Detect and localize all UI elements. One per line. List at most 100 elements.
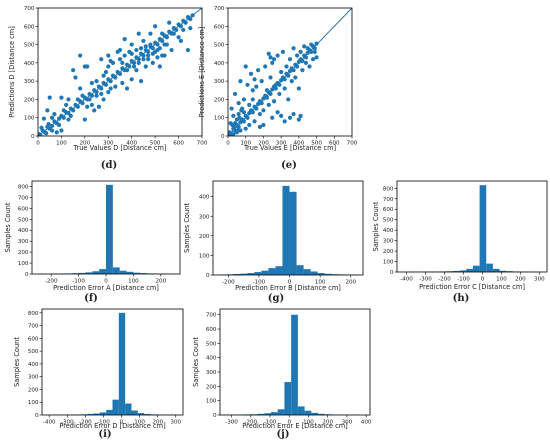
y-tick-label: 200 bbox=[383, 249, 394, 255]
histogram-bar bbox=[284, 382, 292, 415]
scatter-point bbox=[284, 64, 289, 69]
scatter-point bbox=[106, 64, 111, 69]
x-tick-label: 100 bbox=[240, 141, 251, 147]
histogram-bar bbox=[140, 273, 148, 274]
y-tick-label: 200 bbox=[28, 387, 39, 393]
panel-label: (e) bbox=[281, 160, 297, 171]
x-tick-label: -400 bbox=[400, 277, 413, 283]
histogram-bar bbox=[119, 270, 127, 274]
scatter-point bbox=[176, 35, 181, 40]
scatter-point bbox=[312, 49, 317, 54]
histogram-bar bbox=[459, 270, 467, 272]
y-tick-label: 0 bbox=[31, 134, 35, 140]
histogram-bar bbox=[466, 268, 473, 272]
scatter-point bbox=[120, 80, 125, 86]
y-axis-label: Samples Count bbox=[13, 337, 21, 387]
x-tick-label: -300 bbox=[61, 420, 74, 426]
y-axis-label: Samples Count bbox=[183, 203, 191, 253]
x-tick-label: 200 bbox=[152, 420, 163, 426]
x-tick-label: -200 bbox=[438, 277, 451, 283]
scatter-point bbox=[92, 108, 97, 113]
scatter-point bbox=[293, 75, 298, 80]
scatter-point bbox=[87, 97, 92, 102]
scatter-point bbox=[178, 38, 184, 44]
chart-panel-g: -200 -100 0 100 200 0 100 200 300 400 Prediction E… bbox=[183, 180, 364, 304]
scatter-point bbox=[302, 44, 307, 49]
x-tick-label: -200 bbox=[222, 280, 235, 286]
chart-panel-e: 0 100 200 300 400 500 600 700 0 100 200 300 400 500 60… bbox=[198, 6, 358, 171]
scatter-point bbox=[148, 31, 153, 36]
scatter-point bbox=[99, 57, 104, 62]
scatter-point bbox=[155, 55, 160, 60]
scatter-point bbox=[282, 86, 287, 91]
y-tick-label: 0 bbox=[206, 273, 210, 279]
scatter-point bbox=[261, 108, 266, 113]
panel-label: (h) bbox=[453, 293, 470, 304]
histogram-bar bbox=[99, 269, 106, 274]
y-tick-label: 300 bbox=[18, 239, 29, 245]
scatter-point bbox=[229, 106, 234, 111]
scatter-point bbox=[56, 122, 62, 128]
scatter-point bbox=[298, 113, 303, 118]
plot-area-d bbox=[38, 8, 202, 136]
y-tick-label: 700 bbox=[383, 197, 394, 203]
y-tick-label: 500 bbox=[206, 341, 217, 347]
histogram-bar bbox=[453, 270, 460, 272]
histogram-bar bbox=[240, 273, 248, 275]
scatter-point bbox=[120, 60, 125, 65]
x-tick-label: 400 bbox=[361, 420, 372, 426]
histogram-bar bbox=[93, 413, 100, 415]
panel-label: (d) bbox=[101, 160, 117, 171]
scatter-point bbox=[248, 71, 254, 76]
chart-panel-j: -300 -200 -100 0 100 200 300 400 0 100 200 300 400 50… bbox=[192, 308, 372, 440]
scatter-point bbox=[66, 97, 71, 102]
axes-frame-j bbox=[219, 308, 371, 416]
x-axis-label: Prediction Error D [Distance cm] bbox=[59, 422, 165, 430]
y-tick-label: 600 bbox=[214, 24, 225, 30]
y-tick-label: 100 bbox=[214, 116, 225, 122]
histogram-bar bbox=[486, 263, 493, 272]
scatter-point bbox=[64, 102, 69, 108]
scatter-point bbox=[160, 53, 165, 58]
histogram-bar bbox=[261, 270, 269, 275]
scatter-point bbox=[236, 100, 241, 106]
y-tick-label: 100 bbox=[18, 261, 29, 267]
y-tick-label: 600 bbox=[206, 327, 217, 333]
axes-frame-e bbox=[227, 7, 353, 137]
scatter-point bbox=[243, 126, 248, 131]
scatter-point bbox=[280, 49, 286, 54]
x-tick-label: 100 bbox=[134, 420, 145, 426]
histogram-bar bbox=[233, 274, 241, 275]
histogram-bar bbox=[270, 412, 278, 415]
histogram-bar bbox=[296, 265, 304, 275]
histogram-bar bbox=[144, 413, 151, 415]
scatter-point bbox=[141, 38, 146, 44]
scatter-point bbox=[108, 86, 113, 91]
plot-area-e bbox=[228, 8, 352, 136]
plot-area-h bbox=[406, 185, 540, 272]
x-tick-label: 0 bbox=[36, 141, 40, 147]
histogram-bar bbox=[310, 271, 318, 275]
histogram-bar bbox=[78, 272, 86, 274]
y-tick-label: 200 bbox=[214, 97, 225, 103]
scatter-point bbox=[143, 64, 148, 69]
scatter-point bbox=[257, 124, 262, 129]
histogram-bar bbox=[304, 410, 312, 415]
x-tick-label: 200 bbox=[258, 141, 269, 147]
plot-area-i bbox=[49, 312, 176, 415]
x-tick-label: 0 bbox=[288, 280, 292, 286]
scatter-point bbox=[264, 88, 270, 93]
y-tick-label: 500 bbox=[214, 43, 225, 49]
histogram-bar bbox=[125, 403, 132, 415]
x-tick-label: 100 bbox=[315, 280, 326, 286]
y-tick-label: 200 bbox=[199, 234, 210, 240]
histogram-bar bbox=[297, 406, 305, 415]
x-tick-label: -100 bbox=[264, 420, 277, 426]
x-axis-label: Prediction Error E [Distance cm] bbox=[242, 422, 347, 430]
y-tick-label: 600 bbox=[383, 207, 394, 213]
scatter-point bbox=[314, 55, 319, 60]
scatter-point bbox=[314, 41, 319, 46]
axes-frame-g bbox=[212, 180, 364, 276]
scatter-point bbox=[41, 116, 46, 121]
scatter-point bbox=[66, 111, 71, 116]
